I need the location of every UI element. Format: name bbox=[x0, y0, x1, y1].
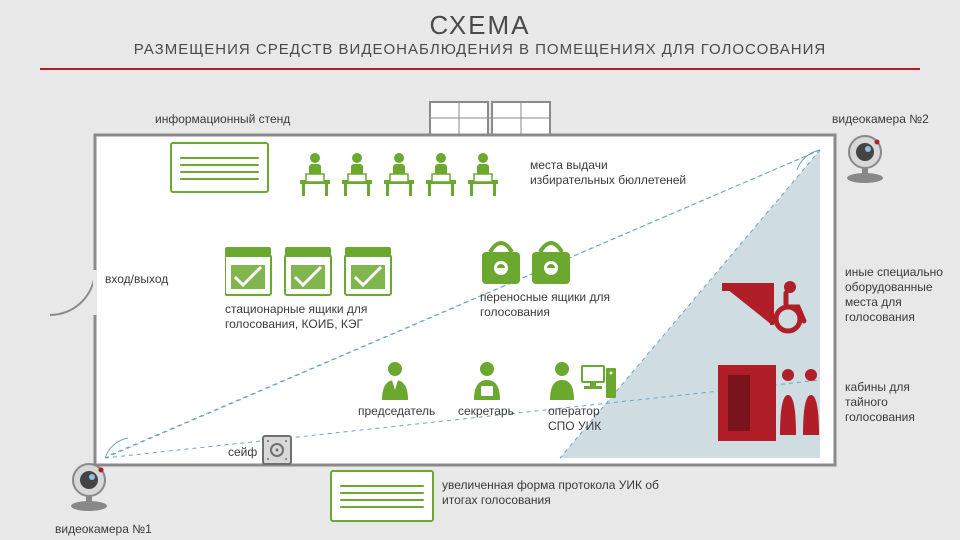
secretary-label: секретарь bbox=[458, 404, 514, 419]
camera2-icon bbox=[838, 130, 893, 185]
chairman-icon bbox=[378, 360, 412, 409]
issuers-row bbox=[300, 150, 520, 205]
chairman-label: председатель bbox=[358, 404, 435, 419]
wheelchair-icon bbox=[720, 275, 810, 340]
entry-label: вход/выход bbox=[105, 272, 168, 287]
title-sub: РАЗМЕЩЕНИЯ СРЕДСТВ ВИДЕОНАБЛЮДЕНИЯ В ПОМ… bbox=[0, 41, 960, 58]
door-arc-icon bbox=[50, 270, 95, 315]
issuance-label: места выдачи избирательных бюллетеней bbox=[530, 158, 690, 188]
header: СХЕМА РАЗМЕЩЕНИЯ СРЕДСТВ ВИДЕОНАБЛЮДЕНИЯ… bbox=[0, 0, 960, 64]
safe-label: сейф bbox=[228, 445, 257, 460]
windows-icon bbox=[430, 102, 550, 135]
title-main: СХЕМА bbox=[0, 10, 960, 41]
portable-boxes-label: переносные ящики для голосования bbox=[480, 290, 610, 320]
operator-label: оператор СПО УИК bbox=[548, 404, 618, 434]
protocol-label: увеличенная форма протокола УИК об итога… bbox=[442, 478, 662, 508]
booths-label: кабины для тайного голосования bbox=[845, 380, 950, 425]
camera1-label: видеокамера №1 bbox=[55, 522, 152, 537]
portable-boxes-icon bbox=[480, 240, 580, 295]
camera1-icon bbox=[62, 458, 117, 513]
info-stand-note-icon bbox=[170, 142, 269, 193]
booth-icon bbox=[718, 365, 828, 450]
stationary-boxes-icon bbox=[225, 245, 405, 305]
operator-icon bbox=[548, 360, 618, 409]
info-stand-label: информационный стенд bbox=[155, 112, 290, 127]
safe-icon bbox=[262, 435, 292, 470]
special-places-label: иные специально оборудованные места для … bbox=[845, 265, 950, 325]
camera2-label: видеокамера №2 bbox=[832, 112, 929, 127]
divider bbox=[40, 68, 920, 70]
stationary-boxes-label: стационарные ящики для голосования, КОИБ… bbox=[225, 302, 405, 332]
secretary-icon bbox=[470, 360, 504, 409]
diagram-stage: информационный стенд видеокамера №2 виде… bbox=[0, 80, 960, 540]
protocol-note-icon bbox=[330, 470, 434, 522]
